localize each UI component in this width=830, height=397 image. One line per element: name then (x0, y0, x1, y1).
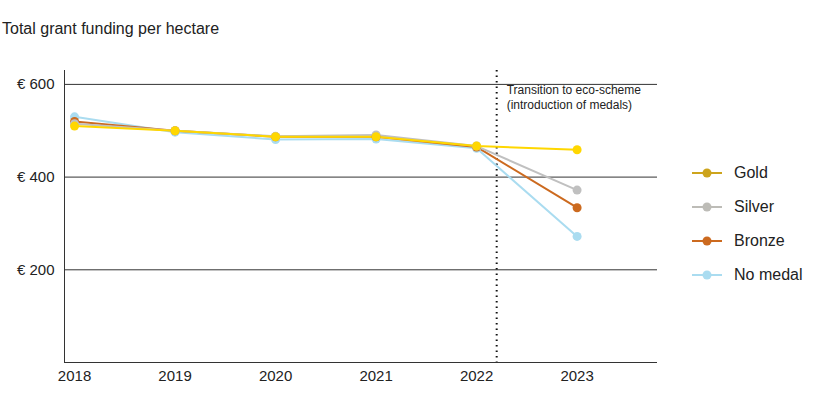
svg-text:€ 400: € 400 (17, 168, 55, 185)
html-text:Total grant funding per hectar: Total grant funding per hectare (2, 20, 219, 37)
svg-text:2019: 2019 (158, 367, 191, 384)
svg-text:2018: 2018 (58, 367, 91, 384)
svg-text:2023: 2023 (560, 367, 593, 384)
svg-text:€ 600: € 600 (17, 75, 55, 92)
html-text:Bronze: Bronze (734, 232, 785, 249)
svg-text:2022: 2022 (460, 367, 493, 384)
svg-text:€ 200: € 200 (17, 261, 55, 278)
svg-text:Transition to eco-scheme(intro: Transition to eco-scheme(introduction of… (507, 83, 642, 113)
html-text:Silver: Silver (734, 198, 774, 215)
html-text:No medal: No medal (734, 266, 803, 283)
svg-text:2020: 2020 (259, 367, 292, 384)
svg-text:2021: 2021 (359, 367, 392, 384)
html-text:Gold: Gold (734, 164, 768, 181)
